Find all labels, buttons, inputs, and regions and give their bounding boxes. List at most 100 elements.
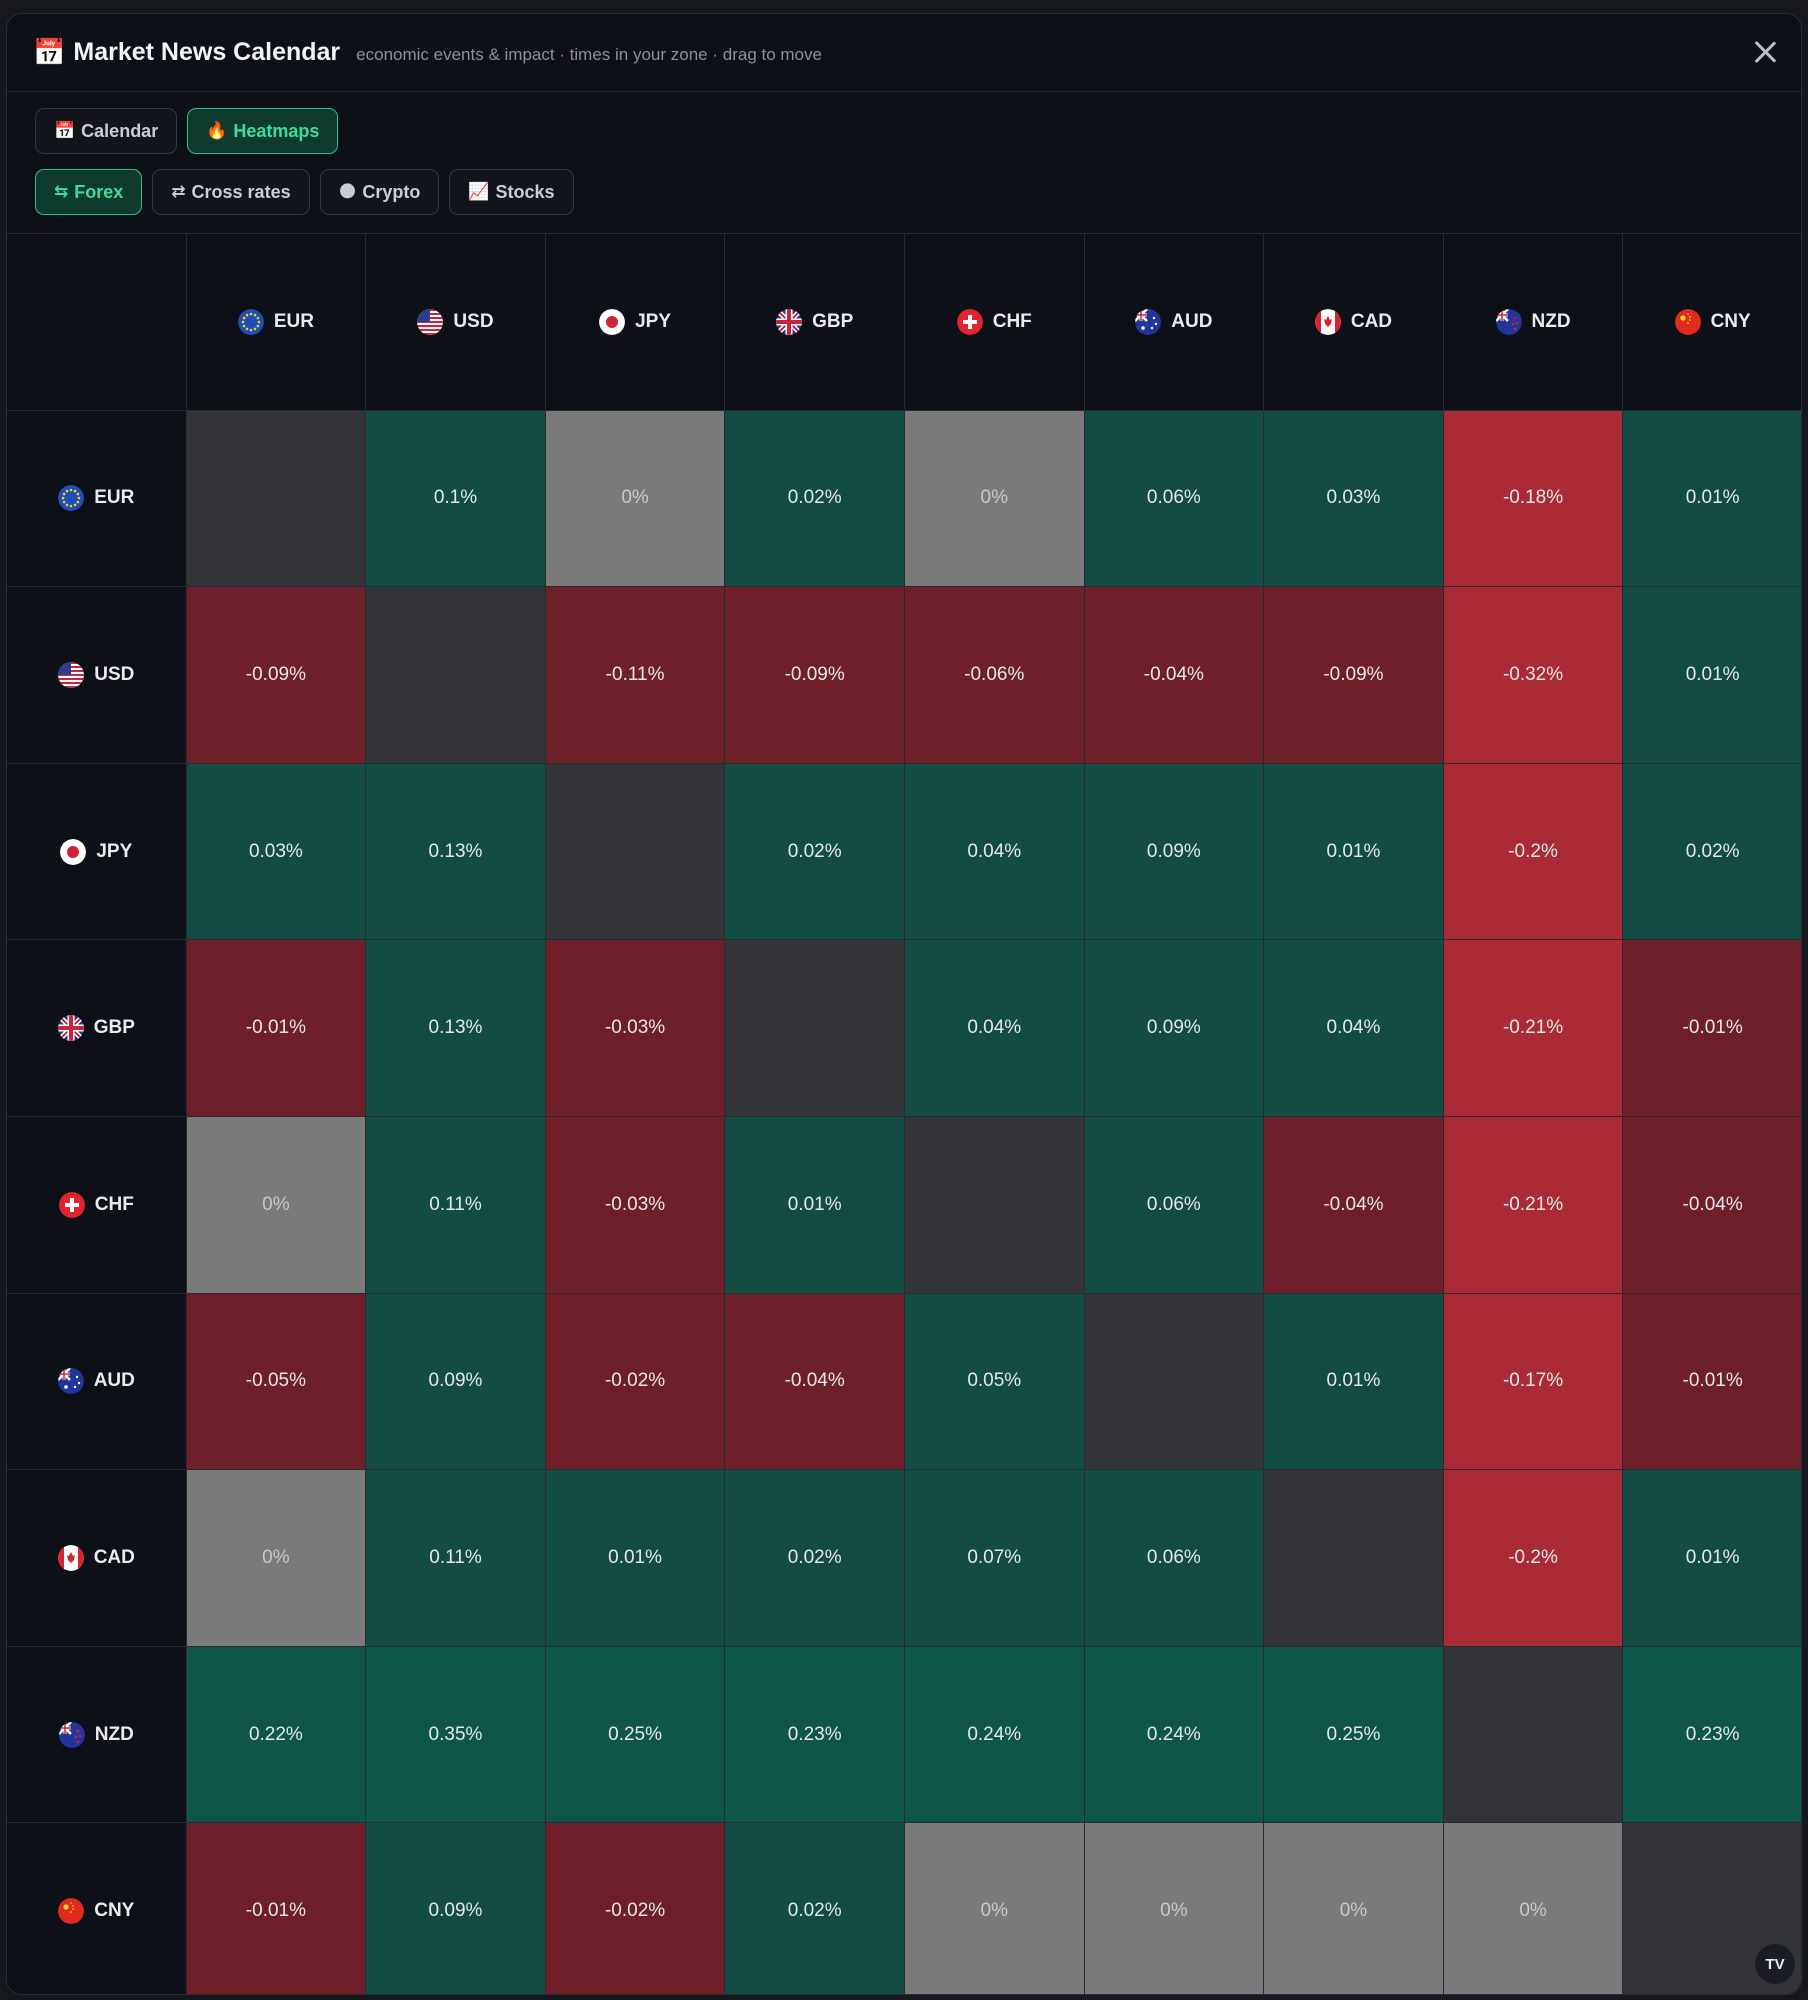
aud-flag-icon <box>57 1368 84 1395</box>
tab-stocks[interactable]: 📈 Stocks <box>449 169 574 215</box>
heatmap-cell-chf-chf[interactable] <box>904 1116 1085 1294</box>
row-header-chf: CHF <box>7 1116 187 1294</box>
heatmap-cell-gbp-nzd[interactable]: -0.21% <box>1443 940 1624 1117</box>
heatmap-cell-nzd-eur[interactable]: 0.22% <box>186 1646 367 1824</box>
heatmap-cell-cad-gbp[interactable]: 0.02% <box>725 1470 905 1647</box>
heatmap-cell-gbp-cad[interactable]: 0.04% <box>1264 940 1444 1117</box>
tab-forex[interactable]: ⇆ Forex <box>35 169 143 215</box>
currency-label: USD <box>453 310 494 332</box>
heatmap-cell-nzd-aud[interactable]: 0.24% <box>1084 1646 1265 1824</box>
tab-cross-rates[interactable]: ⇄ Cross rates <box>152 169 310 215</box>
close-icon[interactable] <box>1751 38 1779 66</box>
heatmap-cell-cad-jpy[interactable]: 0.01% <box>545 1470 726 1647</box>
heatmap-cell-aud-nzd[interactable]: -0.17% <box>1443 1293 1624 1471</box>
heatmap-cell-chf-eur[interactable]: 0% <box>186 1116 367 1294</box>
heatmap-cell-nzd-nzd[interactable] <box>1443 1646 1624 1824</box>
calendar-panel[interactable]: 📅 Market News Calendar economic events &… <box>6 13 1802 1995</box>
tab-heatmaps[interactable]: 🔥 Heatmaps <box>187 108 339 154</box>
currency-label: CAD <box>1350 310 1393 332</box>
tradingview-logo[interactable]: TV <box>1755 1944 1795 1984</box>
heatmap-cell-chf-aud[interactable]: 0.06% <box>1084 1116 1265 1294</box>
heatmap-cell-aud-cad[interactable]: 0.01% <box>1264 1293 1444 1471</box>
row-header-eur: EUR <box>7 410 187 588</box>
heatmap-cell-chf-gbp[interactable]: 0.01% <box>725 1116 905 1294</box>
heatmap-cell-chf-jpy[interactable]: -0.03% <box>545 1116 726 1294</box>
heatmap-cell-jpy-nzd[interactable]: -0.2% <box>1443 763 1624 941</box>
heatmap-cell-cny-chf[interactable]: 0% <box>904 1823 1085 1994</box>
heatmap-cell-cny-usd[interactable]: 0.09% <box>366 1823 546 1994</box>
heatmap-cell-aud-jpy[interactable]: -0.02% <box>545 1293 726 1471</box>
heatmap-cell-nzd-cny[interactable]: 0.23% <box>1623 1646 1801 1824</box>
heatmap-cell-cad-cad[interactable] <box>1264 1470 1444 1647</box>
heatmap-cell-usd-nzd[interactable]: -0.32% <box>1443 587 1624 764</box>
heatmap-cell-nzd-jpy[interactable]: 0.25% <box>545 1646 726 1824</box>
heatmap-cell-gbp-chf[interactable]: 0.04% <box>904 940 1085 1117</box>
heatmap-cell-gbp-jpy[interactable]: -0.03% <box>545 940 726 1117</box>
column-header-jpy: JPY <box>545 234 726 411</box>
heatmap-cell-cny-jpy[interactable]: -0.02% <box>545 1823 726 1994</box>
heatmap-cell-usd-aud[interactable]: -0.04% <box>1084 587 1265 764</box>
heatmap-cell-cad-chf[interactable]: 0.07% <box>904 1470 1085 1647</box>
heatmap-cell-cad-nzd[interactable]: -0.2% <box>1443 1470 1624 1647</box>
tab-calendar[interactable]: 📅 Calendar <box>35 108 178 154</box>
heatmap-cell-jpy-jpy[interactable] <box>545 763 726 941</box>
heatmap-cell-usd-chf[interactable]: -0.06% <box>904 587 1085 764</box>
heatmap-cell-nzd-chf[interactable]: 0.24% <box>904 1646 1085 1824</box>
heatmap-cell-gbp-cny[interactable]: -0.01% <box>1623 940 1801 1117</box>
heatmap-cell-aud-gbp[interactable]: -0.04% <box>725 1293 905 1471</box>
panel-header[interactable]: 📅 Market News Calendar economic events &… <box>7 14 1801 92</box>
heatmap-cell-cny-eur[interactable]: -0.01% <box>186 1823 367 1994</box>
heatmap-cell-eur-aud[interactable]: 0.06% <box>1084 410 1265 588</box>
tab-label: Forex <box>74 181 124 202</box>
heatmap-cell-eur-nzd[interactable]: -0.18% <box>1443 410 1624 588</box>
heatmap-cell-gbp-gbp[interactable] <box>725 940 905 1117</box>
heatmap-cell-aud-aud[interactable] <box>1084 1293 1265 1471</box>
heatmap-cell-jpy-cad[interactable]: 0.01% <box>1264 763 1444 941</box>
heatmap-cell-jpy-usd[interactable]: 0.13% <box>366 763 546 941</box>
heatmap-cell-eur-cad[interactable]: 0.03% <box>1264 410 1444 588</box>
heatmap-cell-cad-eur[interactable]: 0% <box>186 1470 367 1647</box>
chart-icon: 📈 <box>468 182 490 201</box>
heatmap-cell-eur-eur[interactable] <box>186 410 367 588</box>
heatmap-cell-aud-cny[interactable]: -0.01% <box>1623 1293 1801 1471</box>
heatmap-cell-eur-jpy[interactable]: 0% <box>545 410 726 588</box>
heatmap-cell-cny-nzd[interactable]: 0% <box>1443 1823 1624 1994</box>
heatmap-cell-jpy-aud[interactable]: 0.09% <box>1084 763 1265 941</box>
heatmap-cell-gbp-aud[interactable]: 0.09% <box>1084 940 1265 1117</box>
heatmap-cell-usd-jpy[interactable]: -0.11% <box>545 587 726 764</box>
heatmap-cell-eur-chf[interactable]: 0% <box>904 410 1085 588</box>
heatmap-cell-usd-eur[interactable]: -0.09% <box>186 587 367 764</box>
column-header-gbp: GBP <box>725 234 905 411</box>
heatmap-cell-cad-cny[interactable]: 0.01% <box>1623 1470 1801 1647</box>
heatmap-cell-jpy-cny[interactable]: 0.02% <box>1623 763 1801 941</box>
heatmap-cell-usd-gbp[interactable]: -0.09% <box>725 587 905 764</box>
heatmap-cell-chf-cad[interactable]: -0.04% <box>1264 1116 1444 1294</box>
heatmap-cell-usd-usd[interactable] <box>366 587 546 764</box>
heatmap-cell-nzd-usd[interactable]: 0.35% <box>366 1646 546 1824</box>
heatmap-cell-aud-usd[interactable]: 0.09% <box>366 1293 546 1471</box>
heatmap-cell-gbp-eur[interactable]: -0.01% <box>186 940 367 1117</box>
heatmap-cell-aud-eur[interactable]: -0.05% <box>186 1293 367 1471</box>
heatmap-cell-jpy-gbp[interactable]: 0.02% <box>725 763 905 941</box>
currency-label: EUR <box>273 310 314 332</box>
heatmap-cell-eur-gbp[interactable]: 0.02% <box>725 410 905 588</box>
tab-crypto[interactable]: 🌑 Crypto <box>319 169 440 215</box>
heatmap-cell-nzd-cad[interactable]: 0.25% <box>1264 1646 1444 1824</box>
heatmap-cell-usd-cny[interactable]: 0.01% <box>1623 587 1801 764</box>
heatmap-cell-cny-aud[interactable]: 0% <box>1084 1823 1265 1994</box>
heatmap-cell-cad-usd[interactable]: 0.11% <box>366 1470 546 1647</box>
heatmap-cell-chf-usd[interactable]: 0.11% <box>366 1116 546 1294</box>
heatmap-cell-aud-chf[interactable]: 0.05% <box>904 1293 1085 1471</box>
heatmap-cell-usd-cad[interactable]: -0.09% <box>1264 587 1444 764</box>
heatmap-cell-jpy-eur[interactable]: 0.03% <box>186 763 367 941</box>
heatmap-cell-cny-cad[interactable]: 0% <box>1264 1823 1444 1994</box>
heatmap-cell-gbp-usd[interactable]: 0.13% <box>366 940 546 1117</box>
heatmap-cell-chf-cny[interactable]: -0.04% <box>1623 1116 1801 1294</box>
heatmap-cell-eur-usd[interactable]: 0.1% <box>366 410 546 588</box>
heatmap-cell-cny-gbp[interactable]: 0.02% <box>725 1823 905 1994</box>
heatmap-cell-jpy-chf[interactable]: 0.04% <box>904 763 1085 941</box>
heatmap-cell-cad-aud[interactable]: 0.06% <box>1084 1470 1265 1647</box>
heatmap-cell-eur-cny[interactable]: 0.01% <box>1623 410 1801 588</box>
heatmap-cell-nzd-gbp[interactable]: 0.23% <box>725 1646 905 1824</box>
heatmap-cell-chf-nzd[interactable]: -0.21% <box>1443 1116 1624 1294</box>
